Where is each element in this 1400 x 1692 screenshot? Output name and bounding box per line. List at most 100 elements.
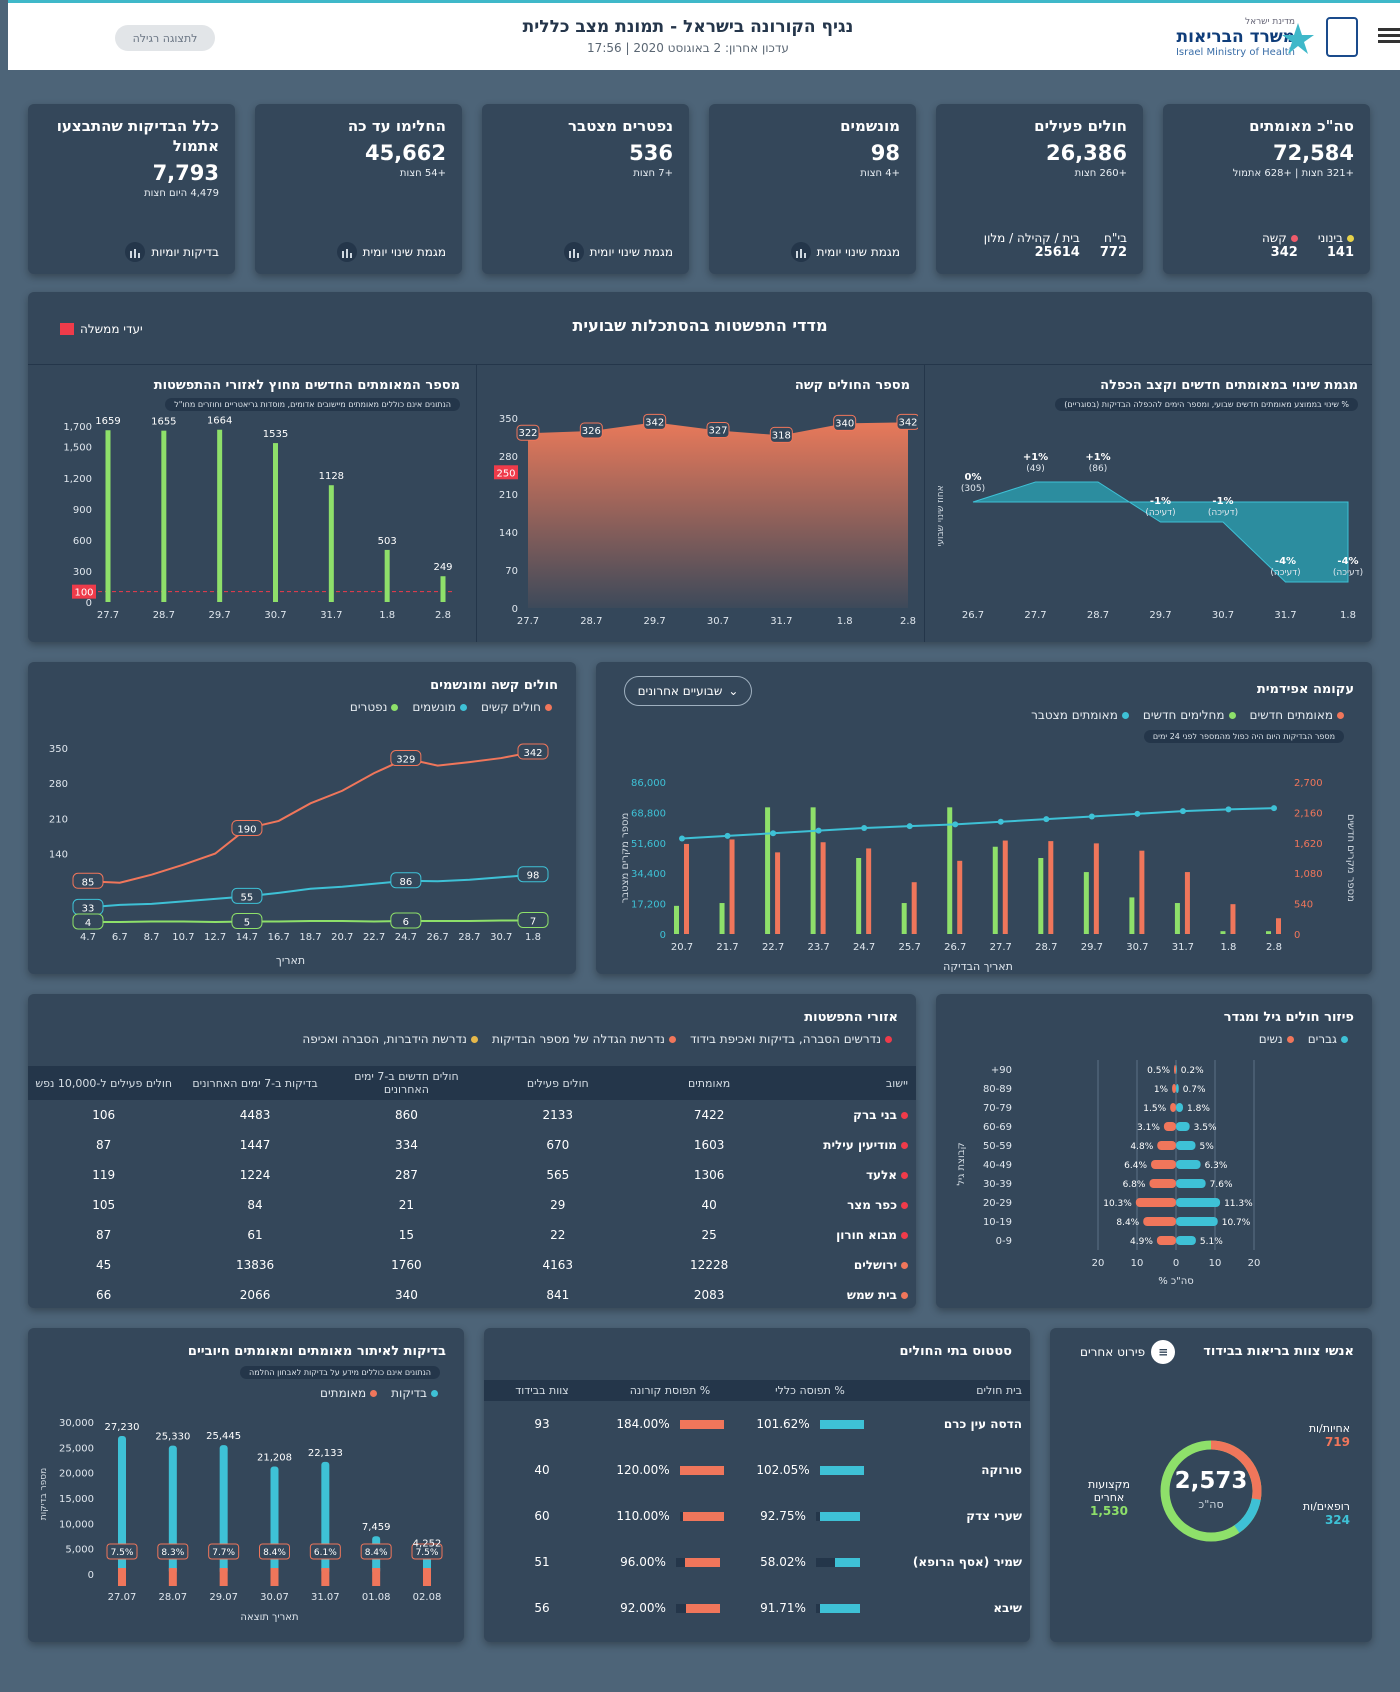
- kpi-sub: +260 חצות: [1074, 168, 1127, 179]
- kpi-sub: 4,479 היום חצות: [144, 188, 219, 199]
- x-tick-label: 28.7: [458, 932, 480, 943]
- point-badge: [833, 414, 857, 431]
- trend-link[interactable]: מגמת שינוי יומית: [790, 242, 900, 262]
- table-row[interactable]: אלעד 1306 565 287 1224 119: [28, 1160, 916, 1190]
- table-row[interactable]: שיבא 91.71% 92.00% 56: [484, 1585, 1030, 1631]
- hospital-value: 772: [1099, 245, 1127, 260]
- bar-men: [1176, 1103, 1184, 1112]
- chart-legend: בדיקות מאומתים: [320, 1386, 438, 1400]
- bar-men: [1176, 1160, 1201, 1169]
- x-tick-label: 10: [1131, 1258, 1144, 1269]
- column-header[interactable]: חולים פעילים ל-10,000 נפש: [28, 1066, 180, 1100]
- y-axis-label-left: מספר מקרים מצטבר: [620, 813, 631, 904]
- point-badge: [517, 911, 549, 928]
- bar: [440, 576, 446, 602]
- occupancy-bar: [679, 1511, 724, 1521]
- bar-new-confirmed: [1230, 904, 1236, 934]
- bar-recovered: [1220, 931, 1226, 934]
- positive-badge: [208, 1543, 240, 1560]
- data-label: 10.3%: [1103, 1199, 1132, 1209]
- data-label: 11.3%: [1224, 1199, 1253, 1209]
- kpi-ventilated[interactable]: מונשמים 98 +4 חצות מגמת שינוי יומית: [709, 104, 916, 274]
- simple-view-button[interactable]: לתצוגה רגילה: [115, 25, 215, 51]
- column-header[interactable]: בדיקות ב-7 ימים האחרונים: [179, 1066, 331, 1100]
- data-label: 4.9%: [1130, 1237, 1153, 1247]
- table-row[interactable]: שערי צדק 92.75% 110.00% 60: [484, 1493, 1030, 1539]
- y-axis-label: אחוז שינוי שבועי: [936, 485, 946, 546]
- last-updated: עדכון אחרון: 2 באוגוסט 2020 | 17:56: [587, 41, 789, 55]
- bar-chart-icon: [336, 242, 357, 262]
- x-tick-label: 30.7: [707, 616, 729, 626]
- table-row[interactable]: ירושלים 12228 4163 1760 13836 45: [28, 1250, 916, 1280]
- data-label: 327: [708, 425, 727, 436]
- table-cell: 287: [394, 1168, 418, 1182]
- legend-dot-icon: [459, 704, 467, 711]
- bar-recovered: [901, 903, 907, 934]
- trend-link[interactable]: מגמת שינוי יומית: [563, 242, 673, 262]
- table-row[interactable]: הדסה עין כרם 101.62% 184.00% 93: [484, 1401, 1030, 1447]
- column-header[interactable]: חולים חדשים ב-7 ימים האחרונים: [330, 1066, 483, 1100]
- breakdown-button[interactable]: ≡ פירוט אחרים: [1080, 1340, 1176, 1364]
- x-tick-label: 30.7: [264, 610, 286, 621]
- new-confirmed-chart: 0 300 600 900 1,200 1,500 1,700 100 1659 27.7 1655…: [63, 416, 453, 621]
- occupancy-bar: [815, 1603, 860, 1613]
- town-label: ירושלים: [853, 1258, 897, 1272]
- legend-item: מחלימים חדשים: [1142, 708, 1225, 722]
- mild-dot-icon: [1347, 235, 1354, 242]
- y-tick-label: +90: [991, 1065, 1012, 1076]
- positive-rate: 8.3%: [161, 1548, 184, 1558]
- bar-positive: [118, 1568, 126, 1586]
- column-header[interactable]: % תפוסה כללי: [740, 1380, 880, 1401]
- column-header[interactable]: מאומתים: [633, 1066, 785, 1100]
- table-row[interactable]: בית שמש 2083 841 340 2066 66: [28, 1280, 916, 1310]
- legend-item: נשים: [1258, 1032, 1283, 1046]
- table-row[interactable]: כפר מצר 40 29 21 84 105: [28, 1190, 916, 1220]
- trend-link[interactable]: מגמת שינוי יומית: [336, 242, 446, 262]
- column-header[interactable]: צוות בבידוד: [484, 1380, 600, 1401]
- positive-badge: [157, 1543, 189, 1560]
- kpi-confirmed[interactable]: סה"כ מאומתים 72,584 +321 חצות | +628 אתמ…: [1163, 104, 1370, 274]
- column-header[interactable]: בית חולים: [880, 1380, 1030, 1401]
- y-tick-label-right: 2,700: [1294, 778, 1323, 789]
- table-row[interactable]: בני ברק 7422 2133 860 4483 106: [28, 1100, 916, 1130]
- kpi-active[interactable]: חולים פעילים 26,386 +260 חצות בי"ח בית /…: [936, 104, 1143, 274]
- x-tick-label: 28.7: [1035, 942, 1057, 953]
- kpi-value: 26,386: [1045, 141, 1127, 165]
- table-row[interactable]: מודיעין עילית 1603 670 334 1447 87: [28, 1130, 916, 1160]
- area: [528, 422, 908, 608]
- hamburger-menu-icon[interactable]: [1378, 25, 1400, 45]
- table-row[interactable]: שמיר (אסף הרופא) 58.02% 96.00% 51: [484, 1539, 1030, 1585]
- data-sublabel: (86): [1089, 464, 1107, 474]
- kpi-tests[interactable]: כלל הבדיקות שהתבצעו אתמול 7,793 4,479 הי…: [28, 104, 235, 274]
- data-label: 4: [85, 918, 91, 929]
- bar-women: [1156, 1236, 1176, 1245]
- table-row[interactable]: סורוקה 102.05% 120.00% 40: [484, 1447, 1030, 1493]
- column-header[interactable]: % תפוסת קורונה: [600, 1380, 740, 1401]
- table-row[interactable]: מבוא חורון 25 22 15 61 87: [28, 1220, 916, 1250]
- legend-dot-icon: [1337, 712, 1344, 719]
- occupancy-bar-fill: [819, 1465, 864, 1475]
- bar-recovered: [810, 807, 816, 934]
- positive-badge: [309, 1543, 341, 1560]
- data-label: 0.2%: [1181, 1066, 1204, 1076]
- period-dropdown[interactable]: שבועיים אחרונים ⌄: [624, 676, 752, 706]
- legend-item: מאומתים חדשים: [1249, 708, 1333, 722]
- severe-chart: 0 70 140 210 280 350 250 322 27.7 326 28.7 342 29.7 3…: [494, 413, 918, 626]
- column-header[interactable]: יישוב: [784, 1066, 916, 1100]
- kpi-deceased[interactable]: נפטרים מצטבר 536 +7 חצות מגמת שינוי יומי…: [482, 104, 689, 274]
- ministry-logo[interactable]: מדינת ישראל משרד הבריאות Israel Ministry…: [1176, 17, 1295, 58]
- severity-dot-icon: [901, 1202, 908, 1209]
- kpi-recovered[interactable]: החלימו עד כה 45,662 +54 חצות מגמת שינוי …: [255, 104, 462, 274]
- y-tick-label: 350: [499, 414, 518, 425]
- y-tick-label: 60-69: [983, 1122, 1012, 1133]
- occupancy-cell: 101.62%: [740, 1401, 880, 1447]
- logo-main-text: משרד הבריאות: [1176, 27, 1295, 47]
- point-badge: [231, 912, 263, 929]
- data-label: 86: [399, 877, 412, 888]
- series-line: [87, 751, 534, 884]
- point-badge: [72, 913, 104, 930]
- bar-recovered: [1083, 872, 1089, 934]
- trend-link[interactable]: בדיקות יומיות: [125, 242, 219, 262]
- y-tick-label: 1,700: [63, 422, 92, 433]
- column-header[interactable]: חולים פעילים: [482, 1066, 634, 1100]
